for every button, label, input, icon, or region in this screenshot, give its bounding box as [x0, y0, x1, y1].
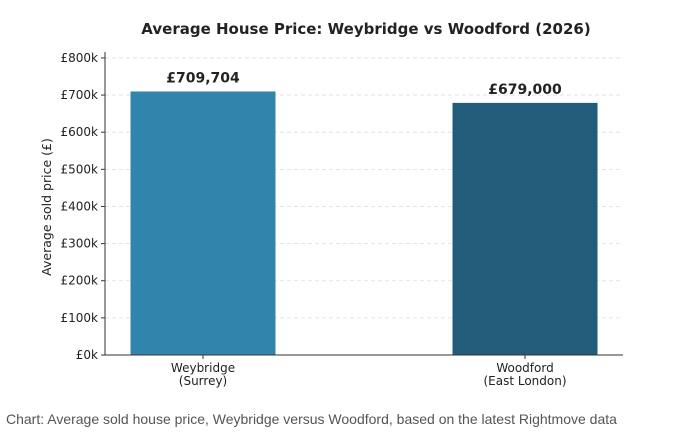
y-tick-label: £0k	[76, 348, 98, 362]
chart: Average House Price: Weybridge vs Woodfo…	[39, 20, 623, 388]
y-tick-label: £500k	[61, 162, 99, 176]
bar	[452, 102, 598, 355]
y-tick-label: £400k	[61, 199, 99, 213]
caption: Chart: Average sold house price, Weybrid…	[6, 411, 617, 427]
y-tick-label: £100k	[61, 311, 99, 325]
y-axis-label: Average sold price (£)	[39, 138, 54, 276]
x-tick-label-line: Weybridge	[171, 361, 235, 375]
bar	[130, 91, 276, 355]
x-tick-label-line: (East London)	[483, 374, 566, 388]
y-tick-label: £800k	[61, 51, 99, 65]
y-tick-label: £700k	[61, 88, 99, 102]
y-tick-label: £300k	[61, 237, 99, 251]
x-tick-label: Weybridge (Surrey)	[171, 361, 235, 388]
chart-title: Average House Price: Weybridge vs Woodfo…	[141, 20, 590, 38]
value-label: £679,000	[488, 82, 562, 98]
x-tick-label-line: Woodford	[496, 361, 553, 375]
value-label: £709,704	[166, 70, 240, 86]
x-tick-label: Woodford (East London)	[483, 361, 566, 388]
y-tick-label: £200k	[61, 274, 99, 288]
x-tick-label-line: (Surrey)	[179, 374, 227, 388]
y-tick-label: £600k	[61, 125, 99, 139]
